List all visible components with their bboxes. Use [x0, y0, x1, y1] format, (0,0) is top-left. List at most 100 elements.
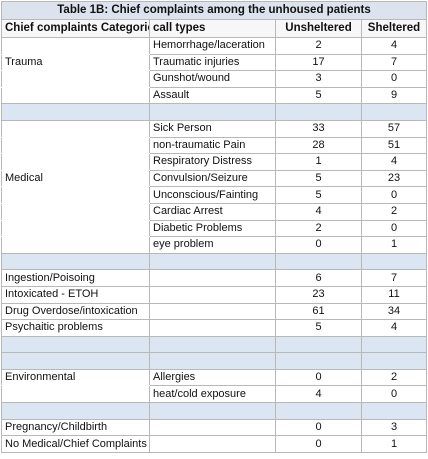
table-row: Pregnancy/Childbirth 0 3 [1, 418, 428, 437]
header-sheltered: Sheltered [360, 19, 428, 38]
category-cell: Drug Overdose/intoxication [1, 302, 150, 321]
category-cell: No Medical/Chief Complaints [1, 435, 150, 453]
unsheltered-cell: 5 [275, 86, 362, 105]
sheltered-cell: 0 [360, 186, 428, 204]
separator-cell [1, 103, 150, 121]
call-type-cell [149, 269, 276, 287]
unsheltered-cell: 5 [275, 169, 362, 188]
category-cell [1, 136, 150, 155]
separator-cell [1, 252, 150, 271]
table-row: Gunshot/wound 3 0 [1, 70, 428, 88]
call-type-cell [149, 418, 276, 437]
category-cell: Pregnancy/Childbirth [1, 418, 150, 437]
category-cell: Medical [1, 169, 150, 188]
unsheltered-cell: 2 [275, 219, 362, 238]
call-type-cell: Unconscious/Fainting [149, 186, 276, 204]
unsheltered-cell: 0 [275, 368, 362, 387]
table-row: Intoxicated - ETOH 23 11 [1, 285, 428, 304]
separator-cell [275, 103, 362, 121]
separator-cell [1, 335, 150, 354]
table-row: Assault 5 9 [1, 86, 428, 105]
separator-cell [275, 402, 362, 420]
separator-row [1, 103, 428, 121]
call-type-cell: Cardiac Arrest [149, 202, 276, 221]
sheltered-cell: 51 [360, 136, 428, 155]
table-title: Table 1B: Chief complaints among the unh… [0, 1, 428, 20]
table-row: eye problem 0 1 [1, 236, 428, 254]
separator-cell [1, 352, 150, 370]
call-type-cell: Sick Person [149, 119, 276, 138]
unsheltered-cell: 4 [275, 385, 362, 404]
separator-cell [360, 335, 428, 354]
unsheltered-cell: 0 [275, 435, 362, 453]
table-row: Respiratory Distress 1 4 [1, 153, 428, 171]
category-cell: Ingestion/Poisoing [1, 269, 150, 287]
header-row: Chief complaints Categories call types U… [1, 19, 428, 38]
table-row: Drug Overdose/intoxication 61 34 [1, 302, 428, 321]
unsheltered-cell: 0 [275, 418, 362, 437]
sheltered-cell: 23 [360, 169, 428, 188]
category-cell [1, 202, 150, 221]
unsheltered-cell: 2 [275, 37, 362, 55]
category-cell: Environmental [1, 368, 150, 387]
call-type-cell: heat/cold exposure [149, 385, 276, 404]
separator-row [1, 252, 428, 271]
sheltered-cell: 7 [360, 53, 428, 72]
separator-row [1, 335, 428, 354]
category-cell: Intoxicated - ETOH [1, 285, 150, 304]
table-row: Environmental Allergies 0 2 [1, 368, 428, 387]
sheltered-cell: 0 [360, 385, 428, 404]
call-type-cell: eye problem [149, 236, 276, 254]
sheltered-cell: 4 [360, 319, 428, 337]
table-row: Medical Convulsion/Seizure 5 23 [1, 169, 428, 188]
unsheltered-cell: 61 [275, 302, 362, 321]
call-type-cell: Gunshot/wound [149, 70, 276, 88]
category-cell [1, 70, 150, 88]
table-row: Psychaitic problems 5 4 [1, 319, 428, 337]
sheltered-cell: 4 [360, 37, 428, 55]
table-row: Cardiac Arrest 4 2 [1, 202, 428, 221]
call-type-cell [149, 435, 276, 453]
category-cell [1, 236, 150, 254]
sheltered-cell: 57 [360, 119, 428, 138]
separator-cell [275, 252, 362, 271]
category-cell: Psychaitic problems [1, 319, 150, 337]
sheltered-cell: 2 [360, 368, 428, 387]
call-type-cell: non-traumatic Pain [149, 136, 276, 155]
table-row: Sick Person 33 57 [1, 119, 428, 138]
separator-row [1, 352, 428, 370]
table-row: No Medical/Chief Complaints 0 1 [1, 435, 428, 453]
header-call-types: call types [149, 19, 276, 38]
call-type-cell [149, 285, 276, 304]
sheltered-cell: 2 [360, 202, 428, 221]
sheltered-cell: 3 [360, 418, 428, 437]
separator-cell [149, 103, 276, 121]
category-cell [1, 219, 150, 238]
sheltered-cell: 0 [360, 70, 428, 88]
unsheltered-cell: 33 [275, 119, 362, 138]
separator-cell [360, 352, 428, 370]
category-cell: Trauma [1, 53, 150, 72]
call-type-cell [149, 302, 276, 321]
unsheltered-cell: 5 [275, 319, 362, 337]
sheltered-cell: 0 [360, 219, 428, 238]
table-row: Hemorrhage/laceration 2 4 [1, 37, 428, 55]
category-cell [1, 119, 150, 138]
sheltered-cell: 4 [360, 153, 428, 171]
call-type-cell: Diabetic Problems [149, 219, 276, 238]
separator-cell [149, 352, 276, 370]
unsheltered-cell: 17 [275, 53, 362, 72]
call-type-cell: Respiratory Distress [149, 153, 276, 171]
unsheltered-cell: 6 [275, 269, 362, 287]
sheltered-cell: 1 [360, 236, 428, 254]
sheltered-cell: 7 [360, 269, 428, 287]
separator-cell [360, 252, 428, 271]
separator-cell [149, 335, 276, 354]
separator-cell [360, 103, 428, 121]
unsheltered-cell: 0 [275, 236, 362, 254]
table-row: heat/cold exposure 4 0 [1, 385, 428, 404]
separator-cell [360, 402, 428, 420]
sheltered-cell: 9 [360, 86, 428, 105]
category-cell [1, 153, 150, 171]
